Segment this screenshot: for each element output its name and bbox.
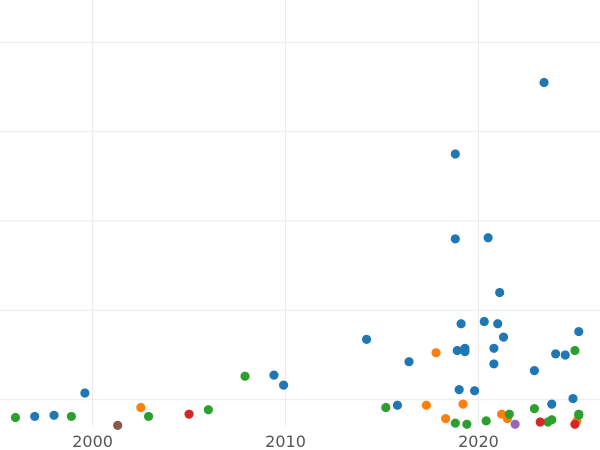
data-point (489, 359, 499, 369)
data-point (529, 404, 540, 414)
x-grid-lines (92, 0, 479, 427)
data-point (113, 420, 123, 430)
data-point (10, 412, 21, 423)
data-point (431, 348, 441, 358)
data-point (30, 411, 40, 422)
y-grid-lines (0, 41, 600, 401)
data-point (535, 417, 545, 427)
data-points (10, 77, 584, 430)
data-point (361, 334, 372, 344)
data-point (547, 415, 557, 425)
data-point (458, 399, 468, 409)
data-point (547, 399, 557, 409)
data-point (574, 326, 584, 337)
data-point (560, 350, 570, 360)
data-point (483, 233, 493, 243)
data-point (456, 319, 466, 329)
data-point (462, 419, 472, 429)
x-tick-label: 2010 (265, 432, 306, 450)
data-point (551, 349, 561, 359)
data-point (574, 409, 584, 419)
x-tick-label: 2000 (72, 432, 113, 450)
data-point (279, 380, 289, 390)
data-point (493, 319, 503, 329)
data-point (184, 409, 194, 419)
data-point (203, 405, 213, 415)
data-point (481, 416, 491, 426)
data-point (510, 419, 520, 429)
data-point (143, 411, 154, 422)
data-point (489, 343, 499, 353)
data-point (568, 393, 578, 404)
data-point (269, 370, 279, 380)
data-point (529, 366, 540, 376)
data-point (570, 345, 580, 356)
data-point (381, 402, 391, 413)
data-point (460, 347, 470, 357)
data-point (392, 400, 403, 410)
data-point (441, 414, 451, 424)
data-point (570, 419, 580, 429)
data-point (498, 332, 509, 342)
data-point (539, 77, 549, 88)
data-point (450, 234, 460, 244)
data-point (66, 411, 76, 422)
data-point (240, 371, 250, 381)
data-point (450, 149, 460, 159)
data-point (495, 287, 505, 298)
data-point (450, 418, 460, 428)
data-point (504, 409, 514, 419)
data-point (49, 410, 59, 420)
data-point (421, 400, 431, 410)
data-point (452, 345, 462, 356)
data-point (469, 386, 480, 396)
data-point (404, 357, 414, 367)
data-point (479, 316, 489, 327)
data-point (454, 385, 464, 395)
x-axis-tick-labels: 2000 2010 2020 (72, 432, 499, 450)
x-tick-label: 2020 (458, 432, 499, 450)
data-point (136, 402, 146, 413)
data-point (80, 388, 90, 398)
